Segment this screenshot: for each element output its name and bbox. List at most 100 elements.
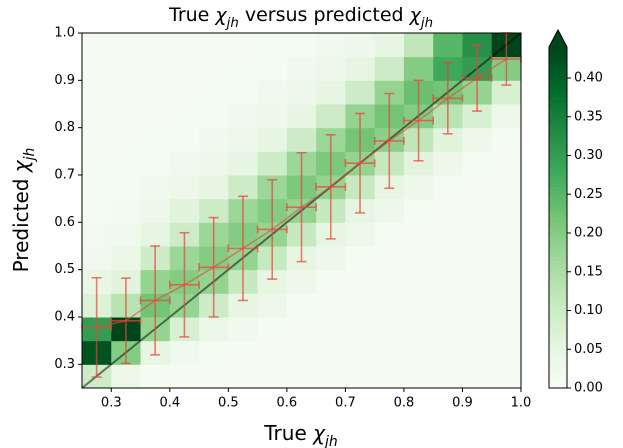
heatmap-cell <box>286 269 317 294</box>
x-tick-label: 0.8 <box>394 396 415 411</box>
colorbar-segment <box>549 357 567 362</box>
colorbar-segment <box>549 120 567 125</box>
colorbar-segment <box>549 66 567 71</box>
heatmap-cell <box>257 293 288 318</box>
colorbar-tick-label: 0.35 <box>574 109 603 124</box>
heatmap-cell <box>111 364 142 389</box>
heatmap-cell <box>462 269 493 294</box>
heatmap-cell <box>228 317 259 342</box>
colorbar-segment <box>549 97 567 102</box>
heatmap-cell <box>374 56 405 81</box>
heatmap-cell <box>257 127 288 152</box>
heatmap-cell <box>491 293 522 318</box>
heatmap-cell <box>491 340 522 365</box>
label-part: True <box>168 4 215 26</box>
colorbar-segment <box>549 291 567 296</box>
colorbar-segment <box>549 205 567 211</box>
colorbar-segment <box>549 275 567 280</box>
colorbar-segment <box>549 302 567 308</box>
colorbar-segment <box>549 101 567 106</box>
heatmap-cell <box>316 80 346 105</box>
colorbar-extend <box>549 30 567 47</box>
colorbar-segment <box>549 372 567 377</box>
heatmap-cell <box>140 56 171 81</box>
heatmap-cell <box>82 127 112 152</box>
colorbar-segment <box>549 151 567 156</box>
heatmap-cell <box>286 293 317 318</box>
heatmap-cell <box>111 56 142 81</box>
heatmap-cell <box>345 246 376 271</box>
heatmap-cell <box>403 317 434 342</box>
heatmap-cell <box>140 127 171 152</box>
heatmap-cell <box>433 269 463 294</box>
heatmap-cell <box>82 56 112 81</box>
heatmap-cell <box>345 317 376 342</box>
heatmap-cell <box>140 80 171 105</box>
heatmap-cell <box>169 340 200 365</box>
heatmap-cell <box>433 151 463 176</box>
heatmap-cell <box>433 175 463 200</box>
heatmap-cell <box>403 198 434 223</box>
colorbar-segment <box>549 376 567 381</box>
colorbar-segment <box>549 295 567 300</box>
heatmap-cell <box>257 33 288 58</box>
heatmap-cell <box>199 317 229 342</box>
heatmap-cell <box>169 198 200 223</box>
heatmap-cell <box>345 364 376 389</box>
heatmap-cell <box>433 364 463 389</box>
heatmap-cell <box>82 198 112 223</box>
heatmap-cell <box>433 340 463 365</box>
heatmap-cell <box>345 340 376 365</box>
heatmap-cell <box>111 246 142 271</box>
heatmap-cell <box>228 175 259 200</box>
heatmap-cell <box>140 198 171 223</box>
heatmap-cell <box>403 293 434 318</box>
heatmap-cell <box>462 222 493 247</box>
heatmap-cell <box>316 364 346 389</box>
colorbar-segment <box>549 298 567 304</box>
colorbar-segment <box>549 326 567 331</box>
colorbar-segment <box>549 279 567 284</box>
heatmap-cell <box>169 364 200 389</box>
heatmap-cell <box>462 127 493 152</box>
heatmap-cell <box>228 127 259 152</box>
colorbar-segment <box>549 93 567 98</box>
heatmap-cell <box>433 246 463 271</box>
colorbar-segment <box>549 349 567 354</box>
heatmap-cell <box>169 80 200 105</box>
heatmap-cell <box>257 80 288 105</box>
colorbar-segment <box>549 209 567 215</box>
label-part: χ <box>409 4 422 26</box>
heatmap-cell <box>316 293 346 318</box>
heatmap-cell <box>286 33 317 58</box>
colorbar-segment <box>549 244 567 249</box>
colorbar-segment <box>549 341 567 346</box>
heatmap-cell <box>462 340 493 365</box>
y-tick-label: 0.7 <box>54 168 75 183</box>
heatmap-cell <box>316 33 346 58</box>
heatmap-cell <box>374 33 405 58</box>
colorbar-segment <box>549 380 567 385</box>
heatmap-cell <box>462 198 493 223</box>
colorbar-segment <box>549 322 567 327</box>
heatmap-cell <box>345 80 376 105</box>
colorbar-segment <box>549 333 567 339</box>
heatmap-cell <box>374 222 405 247</box>
heatmap-cell <box>403 269 434 294</box>
colorbar-segment <box>549 329 567 335</box>
heatmap-cell <box>345 33 376 58</box>
heatmap-cell <box>462 293 493 318</box>
heatmap-cell <box>82 222 112 247</box>
colorbar-segment <box>549 50 567 56</box>
heatmap-cell <box>491 317 522 342</box>
heatmap-cell <box>111 127 142 152</box>
colorbar-tick-label: 0.25 <box>574 187 603 202</box>
colorbar-segment <box>549 283 567 288</box>
colorbar-segment <box>549 306 567 311</box>
colorbar-segment <box>549 159 567 164</box>
heatmap-cell <box>403 222 434 247</box>
heatmap-cell <box>316 269 346 294</box>
y-tick-label: 0.3 <box>54 357 75 372</box>
heatmap-cell <box>374 364 405 389</box>
heatmap-cell <box>111 104 142 129</box>
